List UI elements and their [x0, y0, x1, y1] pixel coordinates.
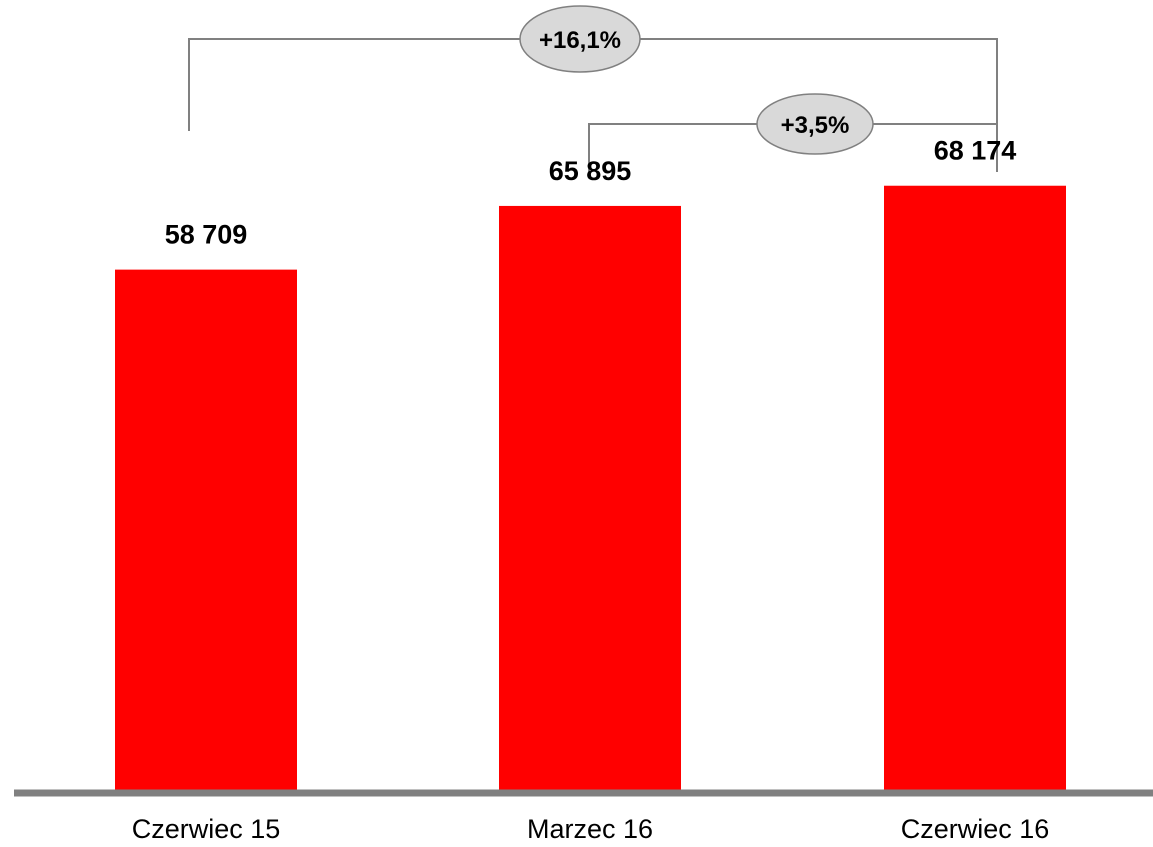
bar-2	[884, 185, 1066, 790]
bar-0	[115, 269, 297, 791]
bar-value-label-1: 65 895	[549, 156, 632, 186]
growth-label-0: +16,1%	[539, 27, 621, 54]
bar-value-label-0: 58 709	[165, 220, 248, 250]
bar-value-label-2: 68 174	[934, 136, 1017, 166]
category-label-0: Czerwiec 15	[132, 814, 281, 844]
growth-bubble-1	[756, 93, 874, 155]
growth-bubble-0	[519, 5, 641, 73]
growth-label-1: +3,5%	[781, 112, 850, 139]
category-label-1: Marzec 16	[527, 814, 653, 844]
bar-1	[499, 205, 681, 791]
category-label-2: Czerwiec 16	[901, 814, 1050, 844]
